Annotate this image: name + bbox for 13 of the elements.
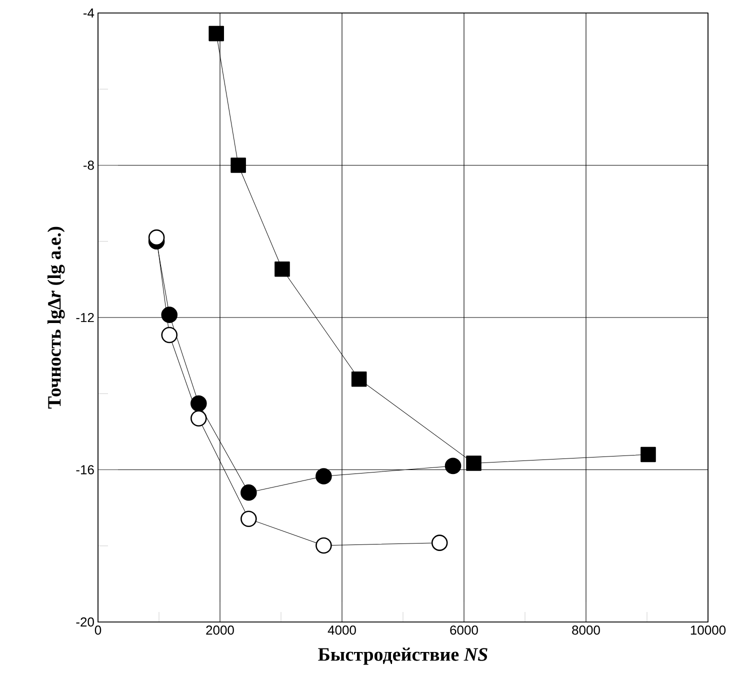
x-tick-label: 6000 <box>450 626 478 635</box>
y-tick-label: -12 <box>76 312 94 322</box>
y-tick-label: -8 <box>83 160 94 170</box>
y-tick-label: -20 <box>76 617 94 627</box>
y-axis-title: Точность lg∆r (lg a.e.) <box>47 226 65 409</box>
x-tick-label: 8000 <box>572 626 600 635</box>
x-tick-label: 10000 <box>690 626 726 635</box>
x-tick-label: 2000 <box>206 626 234 635</box>
x-tick-label: 4000 <box>328 626 356 635</box>
x-tick-label: 0 <box>94 626 102 635</box>
y-tick-label: -4 <box>83 8 94 18</box>
x-axis-title: Быстродействие NS <box>318 648 488 665</box>
y-tick-label: -16 <box>76 465 94 474</box>
